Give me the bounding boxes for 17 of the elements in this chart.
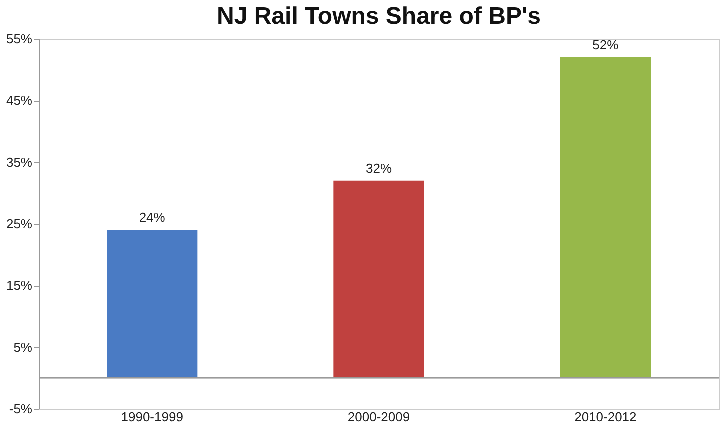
bar	[560, 58, 651, 378]
y-tick-label: 25%	[6, 216, 33, 232]
data-label: 32%	[366, 160, 392, 176]
data-label: 24%	[139, 210, 166, 226]
data-label: 52%	[592, 38, 620, 52]
y-tick-label: 15%	[6, 278, 33, 294]
x-tick-label: 1990-1999	[121, 410, 184, 424]
x-tick-label: 2010-2012	[574, 410, 637, 424]
y-tick-label: 5%	[14, 340, 33, 355]
y-tick-label: -5%	[9, 402, 33, 416]
x-tick-label: 2000-2009	[348, 410, 410, 424]
chart-title: NJ Rail Towns Share of BP's	[217, 3, 541, 30]
bar	[107, 230, 198, 378]
y-tick-label: 35%	[6, 154, 33, 170]
y-tick-label: 55%	[6, 32, 33, 46]
y-tick-label: 45%	[6, 93, 33, 108]
bar	[334, 180, 424, 378]
